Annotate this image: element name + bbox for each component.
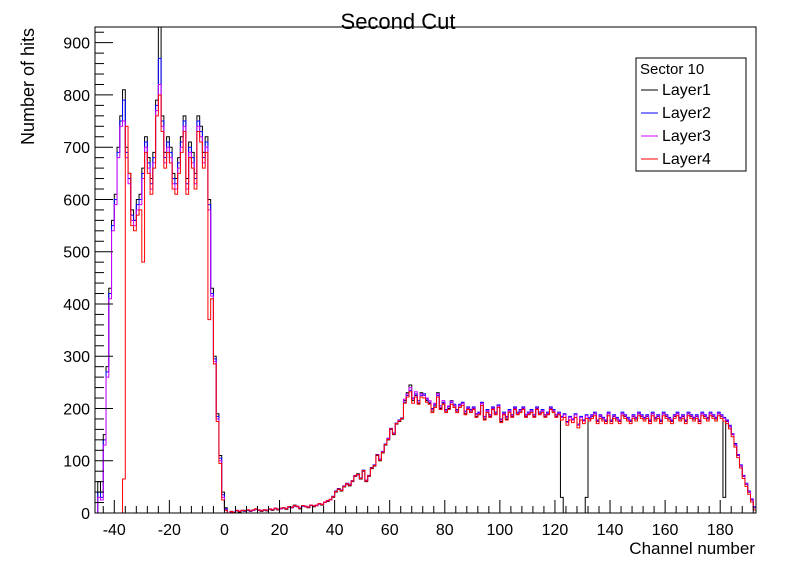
y-tick-label: 600: [63, 192, 90, 209]
legend: Sector 10 Layer1 Layer2 Layer3 Layer4: [635, 57, 747, 172]
x-tick-label: 40: [326, 522, 344, 539]
y-tick-label: 100: [63, 454, 90, 471]
x-tick-label: 140: [597, 522, 624, 539]
y-tick-label: 200: [63, 401, 90, 418]
x-tick-label: 100: [487, 522, 514, 539]
y-tick-label: 700: [63, 140, 90, 157]
x-tick-label: 60: [381, 522, 399, 539]
x-tick-label: -20: [158, 522, 181, 539]
x-tick-label: 160: [652, 522, 679, 539]
x-tick-label: 180: [707, 522, 734, 539]
y-tick-label: 500: [63, 245, 90, 262]
y-tick-label: 0: [81, 506, 90, 523]
legend-header: Sector 10: [640, 61, 704, 78]
legend-entry-layer2: Layer2: [662, 105, 711, 122]
chart-title: Second Cut: [341, 9, 456, 34]
series-layer: [95, 26, 757, 514]
y-tick-label: 400: [63, 297, 90, 314]
y-tick-label: 300: [63, 349, 90, 366]
x-tick-label: 0: [220, 522, 229, 539]
y-tick-label: 800: [63, 88, 90, 105]
x-axis-label: Channel number: [629, 539, 755, 558]
series-line-layer4: [95, 94, 757, 514]
x-tick-label: 20: [271, 522, 289, 539]
legend-box: [635, 57, 747, 172]
y-tick-label: 900: [63, 36, 90, 53]
legend-entry-layer3: Layer3: [662, 128, 711, 145]
x-tick-label: 120: [542, 522, 569, 539]
x-tick-label: -40: [103, 522, 126, 539]
axes-layer: -40 -20 0 20 40 60 80 100 120 140 160 180 0 100 200 300…: [63, 26, 757, 539]
legend-entry-layer1: Layer1: [662, 82, 711, 99]
plot-frame: [94, 26, 757, 514]
legend-entry-layer4: Layer4: [662, 151, 711, 168]
x-tick-label: 80: [436, 522, 454, 539]
y-axis-label: Number of hits: [18, 28, 38, 145]
